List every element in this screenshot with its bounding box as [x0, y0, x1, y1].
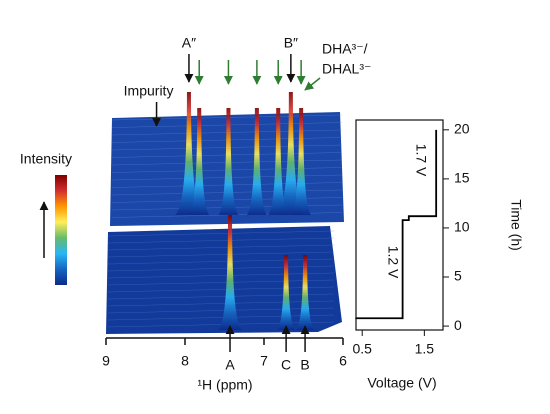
peak — [276, 92, 305, 215]
y-tick-label: 10 — [454, 219, 470, 235]
surface-line — [107, 279, 335, 286]
x-tick-label: 0.5 — [352, 341, 372, 357]
y-tick-label: 15 — [454, 170, 470, 186]
voltage-line — [355, 129, 438, 320]
y-tick-label: 5 — [454, 268, 462, 284]
surface-line — [107, 307, 335, 314]
x-tick-label: 1.5 — [415, 341, 435, 357]
surface-line — [107, 237, 335, 244]
surface-line — [107, 286, 335, 293]
plot-frame — [355, 119, 444, 331]
peak — [291, 108, 312, 215]
peak — [218, 215, 243, 330]
peak — [174, 92, 203, 215]
peak — [218, 108, 239, 215]
surface-line — [107, 300, 335, 307]
peak-label: Impurity — [124, 83, 174, 99]
x-axis-label: ¹H (ppm) — [197, 377, 252, 393]
x-axis-label: Voltage (V) — [367, 375, 436, 391]
peak — [268, 108, 289, 215]
surface-line — [107, 293, 335, 300]
surface-line — [107, 251, 335, 258]
surface-line — [107, 244, 335, 251]
y-tick-label: 20 — [454, 121, 470, 137]
green-label: DHA³⁻/ — [322, 41, 368, 57]
peak — [246, 108, 267, 215]
green-arrow — [304, 77, 321, 91]
annotation: 1.7 V — [413, 144, 429, 177]
colorbar-label: Intensity — [20, 151, 72, 167]
y-axis-label: Time (h) — [508, 199, 524, 251]
x-tick-label: 8 — [181, 353, 189, 369]
x-tick-label: 7 — [260, 353, 268, 369]
peak-label: B — [300, 357, 309, 373]
peak-label: C — [281, 357, 291, 373]
peak-label: B″ — [284, 35, 298, 51]
peak — [296, 255, 315, 330]
peak — [277, 255, 296, 330]
x-tick-label: 6 — [339, 353, 347, 369]
surface-line — [107, 321, 335, 328]
peak-label: A — [225, 357, 235, 373]
y-tick-label: 0 — [454, 317, 462, 333]
surface-line — [107, 230, 335, 237]
colorbar — [55, 175, 67, 285]
x-tick-label: 9 — [102, 353, 110, 369]
annotation: 1.2 V — [385, 246, 401, 279]
peak — [189, 108, 210, 215]
surface-line — [107, 314, 335, 321]
surface-line — [107, 258, 335, 265]
peak-label: A″ — [182, 35, 196, 51]
surface-line — [107, 272, 335, 279]
green-label: DHAL³⁻ — [322, 61, 371, 77]
surface-line — [107, 265, 335, 272]
